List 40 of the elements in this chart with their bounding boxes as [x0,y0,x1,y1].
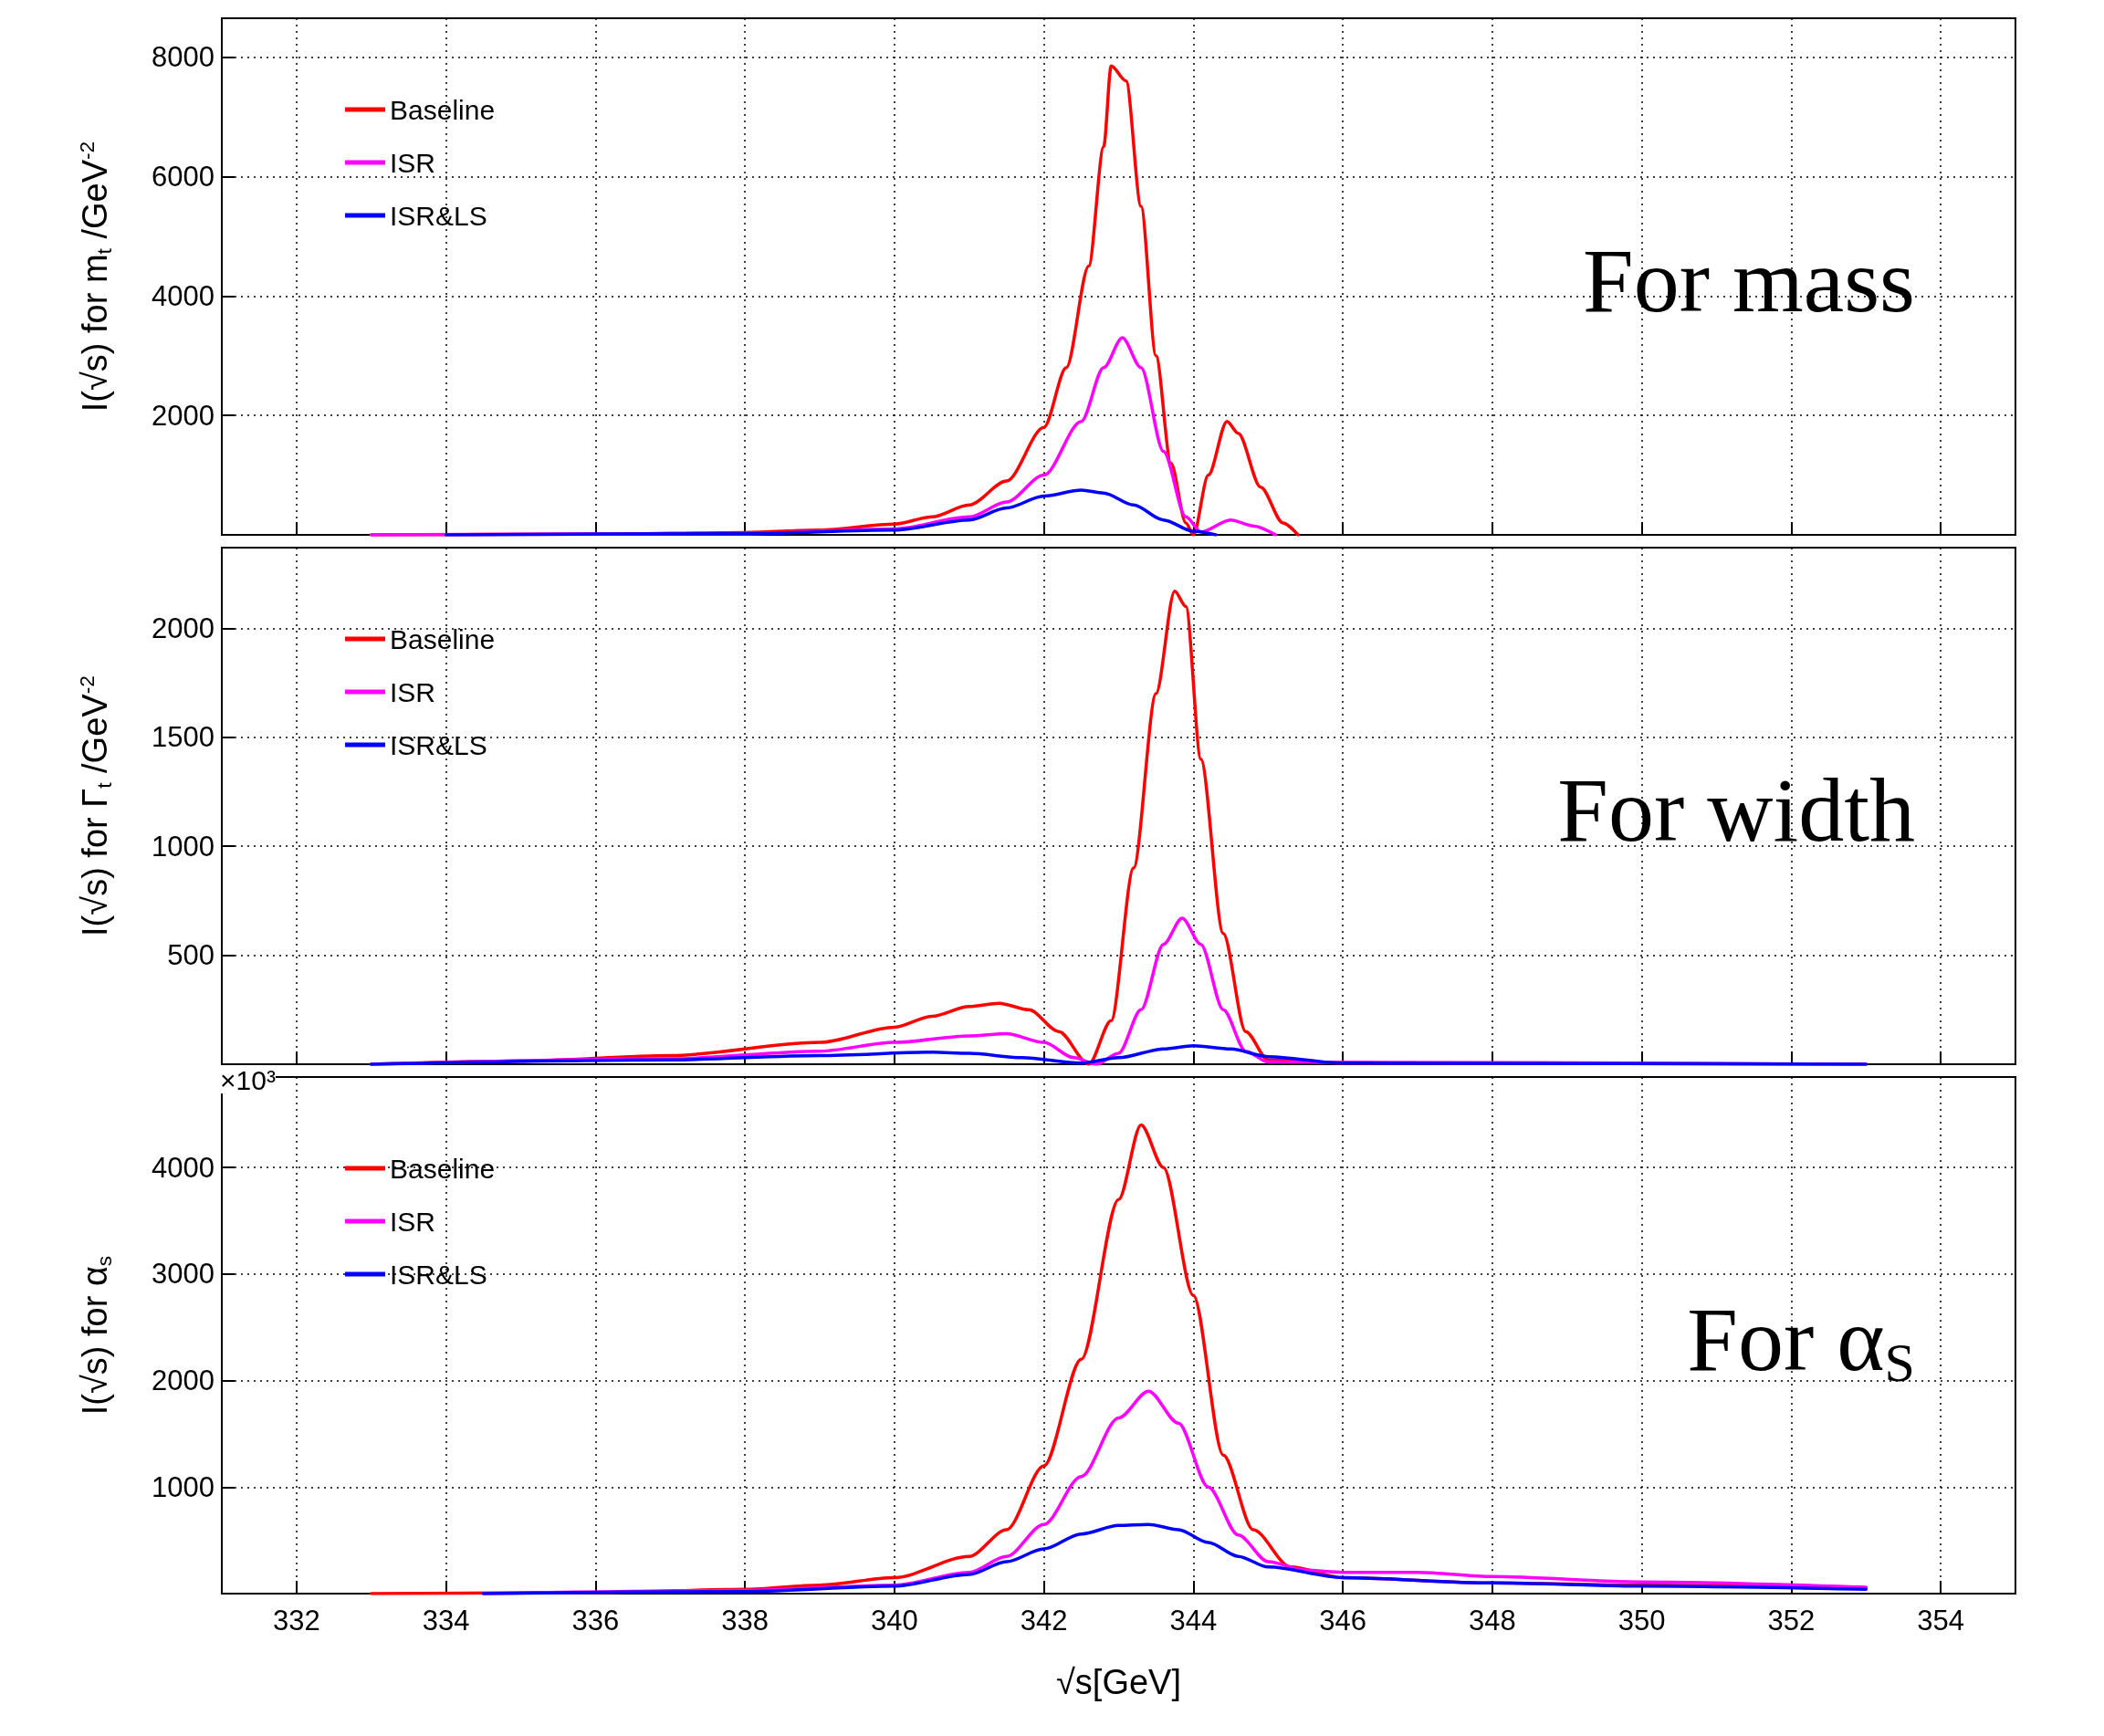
x-tick-label: 332 [273,1605,320,1637]
legend-label: Baseline [390,94,496,125]
x-tick-label: 352 [1767,1605,1816,1637]
y-tick-label: 3000 [152,1258,215,1291]
x-tick-label: 342 [1020,1605,1068,1637]
annotation: For mass [1583,230,1916,332]
legend-label: ISR [390,147,436,178]
x-tick-label: 340 [871,1605,918,1637]
x-tick-label: 354 [1917,1605,1964,1637]
legend-label: Baseline [390,623,496,654]
x-tick-label: 334 [422,1605,470,1637]
legend-label: ISR&LS [390,200,487,231]
annotation: For width [1557,759,1915,862]
y-axis-title: I(√s) for Γt /GeV-2 [74,675,116,936]
x-tick-label: 338 [721,1605,769,1637]
x-tick-label: 346 [1319,1605,1366,1637]
x-tick-label: 350 [1617,1605,1666,1637]
y-tick-label: 2000 [152,612,215,644]
y-tick-label: 2000 [152,1365,215,1397]
legend-label: ISR&LS [390,729,487,760]
legend-label: ISR&LS [390,1259,487,1290]
legend-label: ISR [390,676,436,707]
y-tick-label: 1000 [152,830,215,863]
y-tick-label: 6000 [152,160,215,193]
y-tick-label: 1000 [152,1470,215,1503]
y-tick-label: 1500 [152,721,215,754]
x-axis-title: √s[GeV] [1055,1663,1182,1701]
y-tick-label: 500 [167,939,215,972]
y-tick-label: 4000 [152,279,215,312]
y-axis-title: I(√s) for mt /GeV-2 [74,141,116,413]
annotation: ×10³ [220,1064,276,1095]
x-tick-label: 336 [571,1605,620,1637]
y-tick-label: 8000 [152,41,215,74]
legend-label: Baseline [390,1153,496,1184]
legend-label: ISR [390,1206,436,1237]
y-axis-title: I(√s) for αs [76,1255,116,1416]
y-tick-label: 2000 [152,399,215,432]
y-tick-label: 4000 [152,1151,215,1184]
x-tick-label: 348 [1469,1605,1516,1637]
x-tick-label: 344 [1169,1605,1218,1637]
